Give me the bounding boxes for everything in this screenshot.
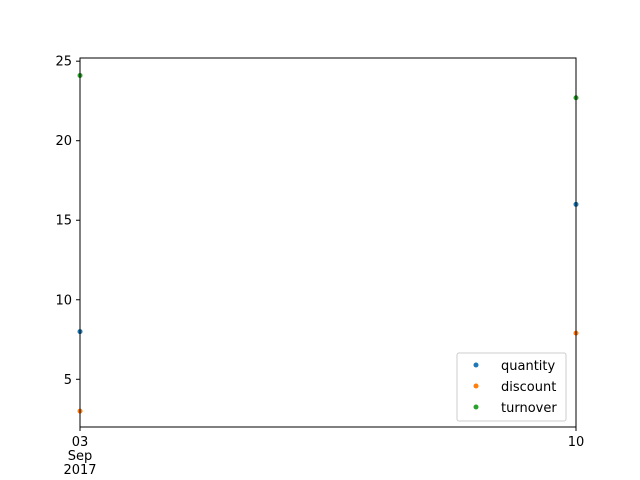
y-tick-label: 25 xyxy=(55,55,72,70)
y-tick-label: 5 xyxy=(64,373,72,388)
y-axis: 5 10 15 20 25 xyxy=(55,55,80,388)
legend-label-discount: discount xyxy=(501,380,556,395)
legend: quantity discount turnover xyxy=(456,352,567,422)
y-tick-label: 20 xyxy=(55,134,72,149)
legend-label-quantity: quantity xyxy=(501,359,556,374)
x-tick-label: Sep xyxy=(68,449,93,464)
x-tick-label: 03 xyxy=(72,435,89,450)
legend-label-turnover: turnover xyxy=(501,401,557,416)
legend-marker-discount xyxy=(473,383,479,389)
legend-marker-quantity xyxy=(473,362,479,368)
x-tick-label: 10 xyxy=(568,435,585,450)
plot-frame xyxy=(79,57,577,428)
legend-marker-turnover xyxy=(473,404,479,410)
y-tick-label: 10 xyxy=(55,293,72,308)
legend-frame xyxy=(456,352,567,422)
x-tick-label: 2017 xyxy=(63,463,96,478)
y-tick-label: 15 xyxy=(55,214,72,229)
